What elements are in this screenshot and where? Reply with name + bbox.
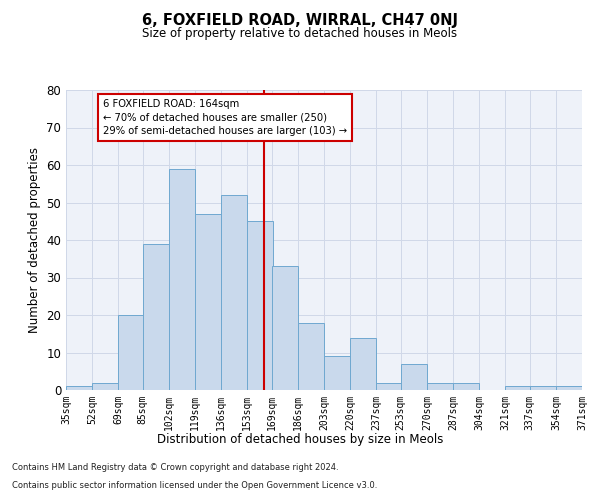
- Bar: [505, 386, 532, 390]
- Bar: [298, 322, 324, 390]
- Bar: [376, 382, 403, 390]
- Text: 6 FOXFIELD ROAD: 164sqm
← 70% of detached houses are smaller (250)
29% of semi-d: 6 FOXFIELD ROAD: 164sqm ← 70% of detache…: [103, 100, 347, 136]
- Bar: [92, 382, 118, 390]
- Text: Size of property relative to detached houses in Meols: Size of property relative to detached ho…: [142, 28, 458, 40]
- Bar: [195, 214, 221, 390]
- Text: Contains public sector information licensed under the Open Government Licence v3: Contains public sector information licen…: [12, 481, 377, 490]
- Text: 6, FOXFIELD ROAD, WIRRAL, CH47 0NJ: 6, FOXFIELD ROAD, WIRRAL, CH47 0NJ: [142, 12, 458, 28]
- Text: Distribution of detached houses by size in Meols: Distribution of detached houses by size …: [157, 432, 443, 446]
- Bar: [272, 266, 298, 390]
- Bar: [143, 244, 169, 390]
- Bar: [169, 169, 195, 390]
- Bar: [350, 338, 376, 390]
- Bar: [556, 386, 582, 390]
- Bar: [118, 315, 145, 390]
- Bar: [453, 382, 479, 390]
- Bar: [221, 195, 247, 390]
- Bar: [427, 382, 453, 390]
- Bar: [530, 386, 556, 390]
- Bar: [401, 364, 427, 390]
- Bar: [247, 221, 274, 390]
- Text: Contains HM Land Registry data © Crown copyright and database right 2024.: Contains HM Land Registry data © Crown c…: [12, 464, 338, 472]
- Y-axis label: Number of detached properties: Number of detached properties: [28, 147, 41, 333]
- Bar: [324, 356, 350, 390]
- Bar: [66, 386, 92, 390]
